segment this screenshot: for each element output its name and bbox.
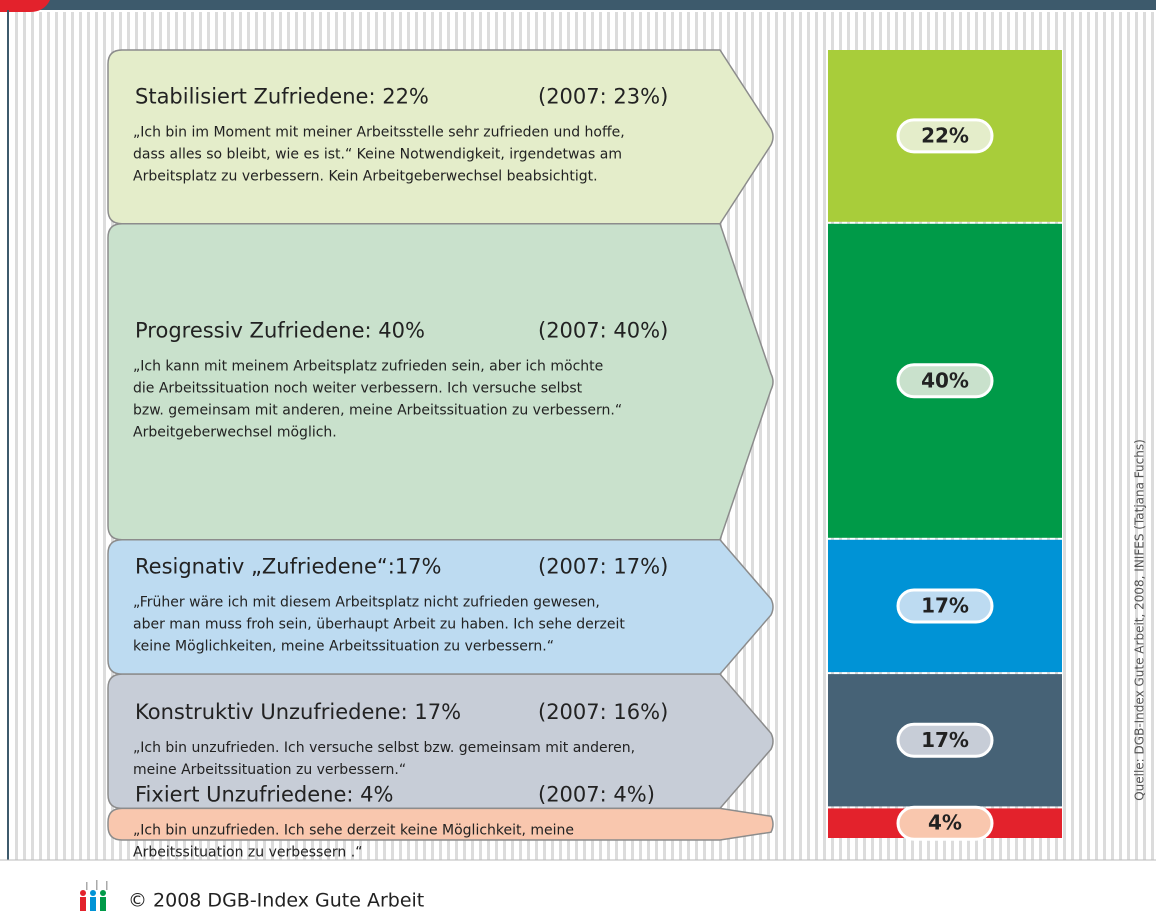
category-description: aber man muss froh sein, überhaupt Arbei… (133, 616, 625, 632)
category-title: Stabilisiert Zufriedene: 22% (135, 84, 429, 108)
category-description: dass alles so bleibt, wie es ist.“ Keine… (133, 146, 622, 162)
prior-label: (2007: 17%) (538, 554, 668, 578)
category-description: „Ich kann mit meinem Arbeitsplatz zufrie… (133, 358, 603, 374)
category-description: „Ich bin unzufrieden. Ich sehe derzeit k… (133, 823, 574, 839)
category-card (107, 673, 774, 810)
value-label: 17% (921, 728, 969, 752)
category-title: Konstruktiv Unzufriedene: 17% (135, 700, 461, 724)
value-label: 4% (928, 811, 962, 835)
source-note: Quelle: DGB-Index Gute Arbeit, 2008, INI… (1133, 439, 1147, 801)
value-pill (896, 118, 994, 154)
category-card (107, 807, 774, 841)
category-description: meine Arbeitssituation zu verbessern.“ (133, 762, 406, 778)
category-card (107, 49, 774, 225)
value-label: 40% (921, 368, 969, 392)
category-description: „Früher wäre ich mit diesem Arbeitsplatz… (133, 594, 600, 610)
category-card (107, 223, 774, 541)
category-description: bzw. gemeinsam mit anderen, meine Arbeit… (133, 402, 622, 418)
value-label: 22% (921, 123, 969, 147)
value-pill (896, 363, 994, 399)
category-title: Resignativ „Zufriedene“:17% (135, 554, 442, 578)
prior-label: (2007: 4%) (538, 783, 655, 807)
category-description: „Ich bin unzufrieden. Ich versuche selbs… (133, 740, 635, 756)
prior-label: (2007: 23%) (538, 84, 668, 108)
value-pill (896, 722, 994, 758)
value-label: 17% (921, 593, 969, 617)
top-bar (0, 0, 1156, 10)
prior-label: (2007: 16%) (538, 700, 668, 724)
footer-logo (80, 880, 108, 911)
footer-text: © 2008 DGB-Index Gute Arbeit (128, 890, 424, 912)
category-description: die Arbeitssituation noch weiter verbess… (133, 380, 583, 396)
category-title: Progressiv Zufriedene: 40% (135, 318, 425, 342)
category-description: „Ich bin im Moment mit meiner Arbeitsste… (133, 124, 625, 140)
category-description: Arbeitssituation zu verbessern .“ (133, 845, 362, 861)
category-card (107, 539, 774, 675)
value-pill (896, 805, 994, 841)
category-description: keine Möglichkeiten, meine Arbeitssituat… (133, 638, 554, 654)
value-pill (896, 588, 994, 624)
category-description: Arbeitgeberwechsel möglich. (133, 424, 337, 440)
prior-label: (2007: 40%) (538, 318, 668, 342)
corner-mark (0, 0, 50, 12)
category-title: Fixiert Unzufriedene: 4% (135, 783, 393, 807)
category-description: Arbeitsplatz zu verbessern. Kein Arbeitg… (133, 168, 598, 184)
